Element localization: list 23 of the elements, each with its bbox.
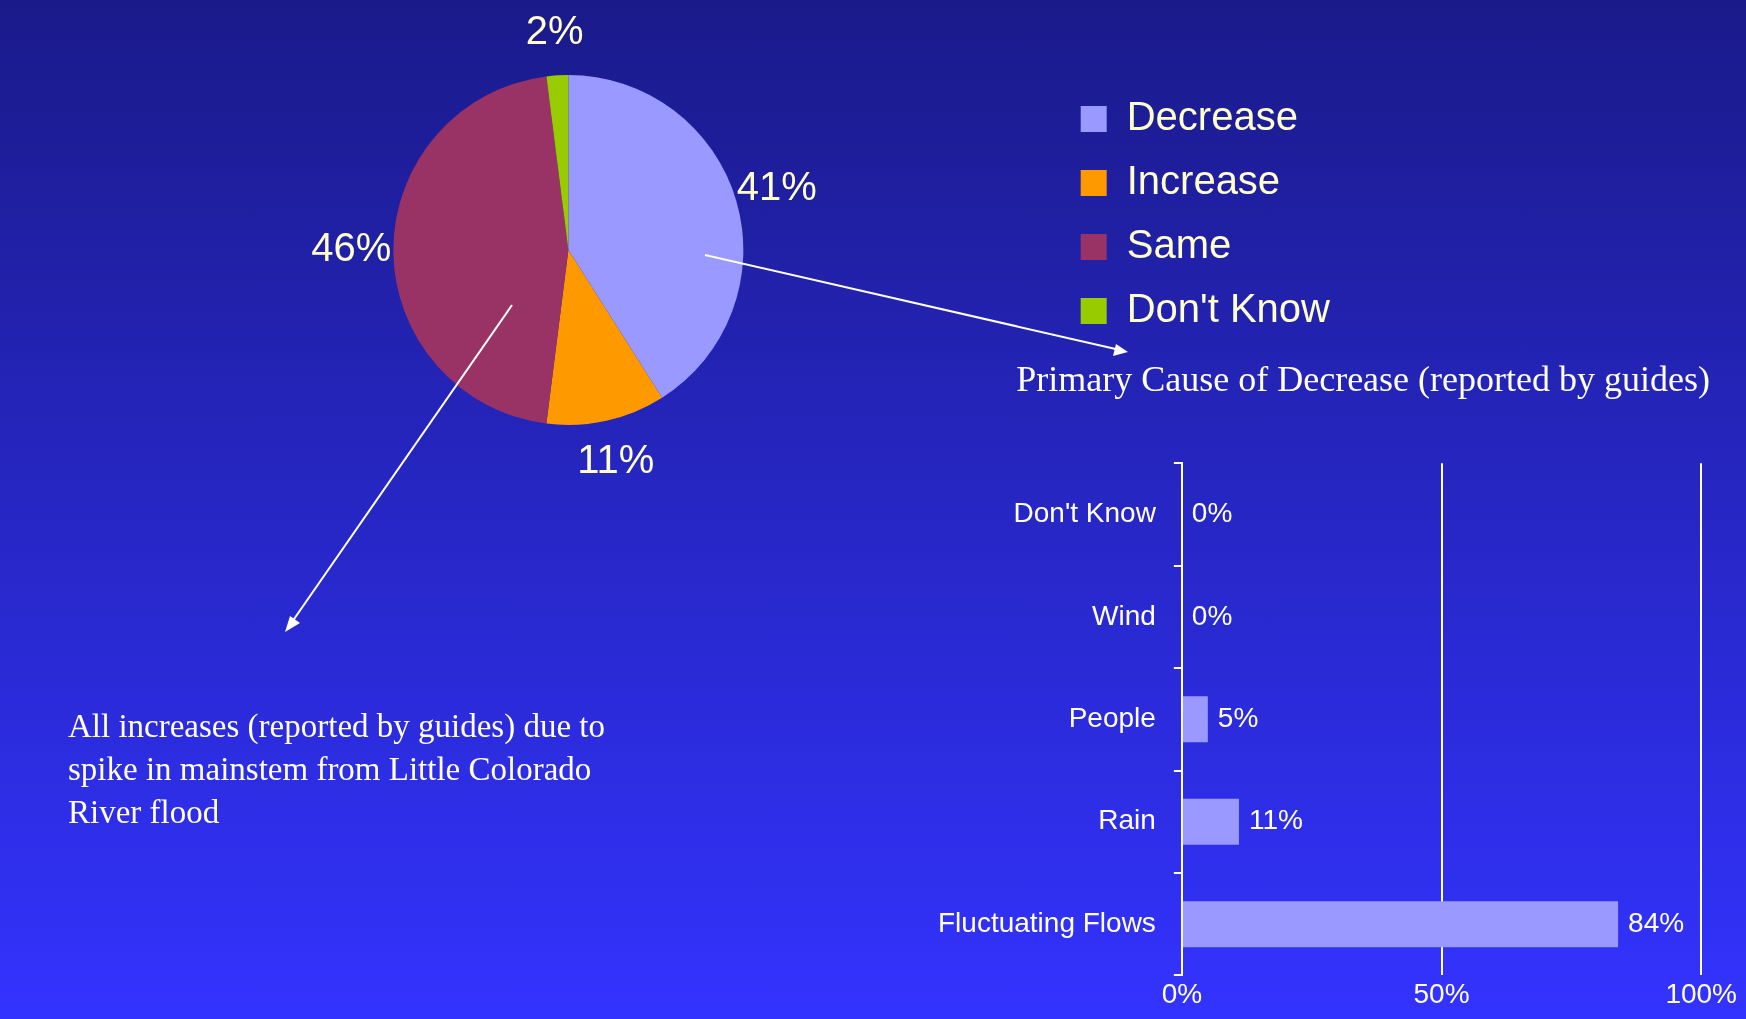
legend-label: Same — [1126, 222, 1232, 267]
data-label: 41% — [736, 164, 817, 209]
y-tick-label: Rain — [1098, 804, 1156, 836]
legend-label: Don't Know — [1126, 286, 1331, 331]
data-label: 46% — [311, 225, 392, 270]
y-tick-label: People — [1068, 702, 1156, 734]
y-tick-label: Fluctuating Flows — [937, 906, 1156, 938]
data-label: 84% — [1628, 906, 1685, 938]
x-tick-label: 100% — [1665, 977, 1738, 1009]
data-label: 0% — [1191, 497, 1233, 529]
x-tick-label: 50% — [1413, 977, 1470, 1009]
data-label: 0% — [1191, 599, 1233, 631]
data-label: 11% — [577, 436, 655, 481]
text: All increases (reported by guides) due to spike in mainstem from Little Colorado River flood — [68, 707, 606, 832]
x-tick-label: 0% — [1161, 977, 1203, 1009]
chart-title: Primary Cause of Decrease (reported by guides) — [1016, 359, 1710, 400]
legend-label: Increase — [1126, 158, 1281, 203]
y-tick-label: Don't Know — [1013, 497, 1157, 529]
data-label: 5% — [1217, 702, 1259, 734]
legend-label: Decrease — [1126, 94, 1298, 139]
y-tick-label: Wind — [1092, 599, 1156, 631]
data-label: 2% — [525, 8, 584, 53]
data-label: 11% — [1248, 804, 1303, 836]
